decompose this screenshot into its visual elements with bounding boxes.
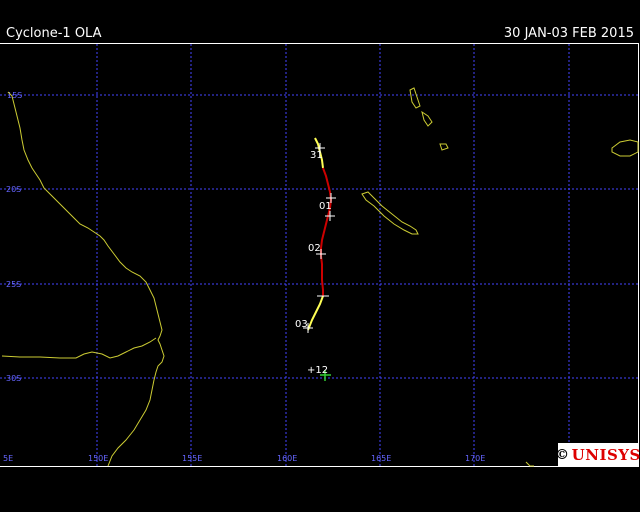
track-label-forecast: +12 [307, 365, 328, 376]
lon-label-155e: 155E [182, 454, 202, 463]
grid [0, 44, 638, 466]
lat-label-25s: 25S [6, 280, 21, 289]
forecast-marker [320, 370, 331, 381]
lat-label-20s: 20S [6, 185, 21, 194]
fiji-island [611, 139, 639, 157]
header-bar: Cyclone-1 OLA 30 JAN-03 FEB 2015 [0, 0, 640, 44]
track-label-02: 02 [308, 243, 321, 254]
lon-label-145e: 5E [3, 454, 13, 463]
track-ticks [303, 143, 336, 333]
track-segment-south [307, 295, 324, 331]
vanuatu-island-1 [409, 87, 421, 109]
lat-label-15s: 15S [7, 91, 22, 100]
lon-label-170e: 170E [465, 454, 485, 463]
track-segment-cyclone [320, 167, 333, 296]
track-label-03: 03 [295, 319, 308, 330]
lat-label-30s: 30S [6, 374, 21, 383]
lon-label-160e: 160E [277, 454, 297, 463]
copyright-symbol: © [555, 447, 570, 463]
australia-coast-bight [1, 337, 157, 359]
small-island-south [525, 461, 534, 467]
new-caledonia-island [361, 191, 419, 235]
track-label-01: 01 [319, 201, 332, 212]
date-range: 30 JAN-03 FEB 2015 [503, 26, 634, 41]
unisys-logo: © UNISYS [555, 443, 640, 467]
lon-label-150e: 150E [88, 454, 108, 463]
map-frame [0, 43, 639, 467]
vanuatu-island-2 [421, 110, 433, 127]
unisys-logo-text: UNISYS [571, 446, 640, 464]
australia-coastline [7, 91, 165, 467]
lon-label-165e: 165E [371, 454, 391, 463]
vanuatu-island-3 [439, 143, 449, 151]
track-label-31: 31 [310, 150, 323, 161]
cyclone-title: Cyclone-1 OLA [6, 26, 102, 41]
